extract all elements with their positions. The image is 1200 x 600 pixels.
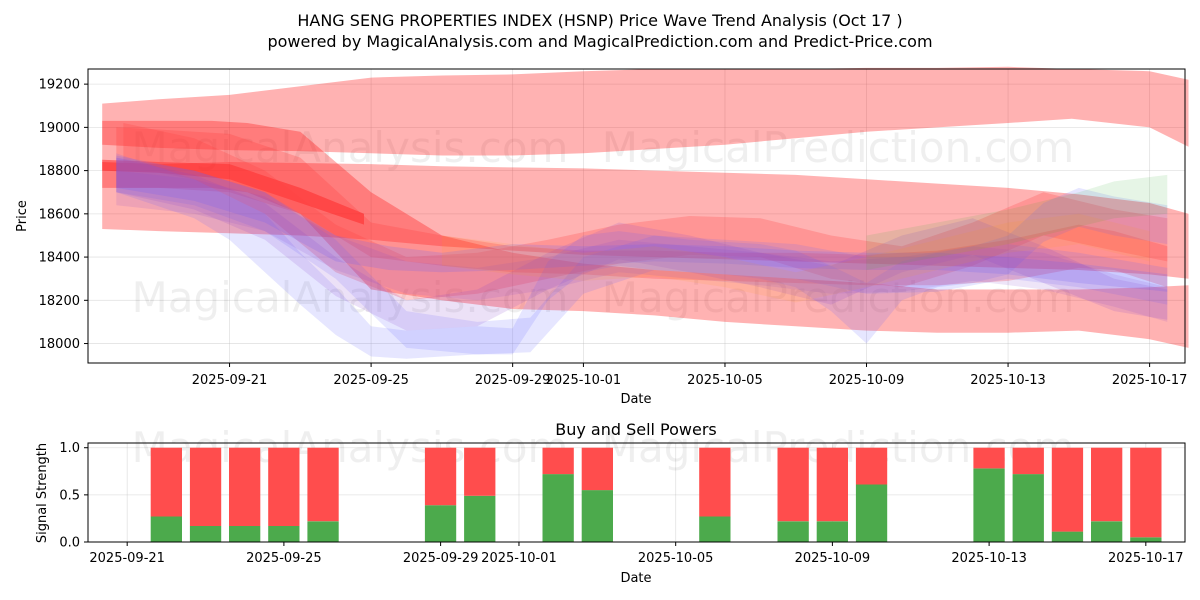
- buy-power-bar: [581, 490, 613, 542]
- y-tick-label: 0.0: [59, 536, 80, 551]
- buy-sell-x-axis: 2025-09-21 2025-09-25 2025-09-29 2025-10-01…: [89, 542, 1184, 566]
- buy-power-bar: [424, 505, 457, 542]
- buy-power-bar: [307, 521, 339, 542]
- y-tick-label: 18600: [39, 207, 80, 222]
- buy-power-bar: [268, 526, 300, 542]
- y-tick-label: 18200: [39, 294, 80, 309]
- y-tick-label: 19200: [39, 78, 80, 93]
- wave-band-2: [102, 162, 1189, 279]
- sell-power-bar: [229, 447, 261, 526]
- wave-band-1: [102, 66, 1189, 156]
- x-tick-label: 2025-09-25: [246, 551, 322, 566]
- buy-power-bar: [189, 526, 222, 542]
- price-x-axis: 2025-09-21 2025-09-25 2025-09-292025-10-01…: [192, 363, 1188, 388]
- buy-sell-title: Buy and Sell Powers: [555, 420, 717, 439]
- buy-power-bar: [229, 526, 261, 542]
- wave-band-11: [116, 170, 1168, 322]
- wave-band-13: [441, 213, 1150, 303]
- x-tick-label: 2025-09-21: [89, 551, 165, 566]
- buy-sell-bars: [150, 447, 1162, 542]
- y-tick-label: 1.0: [59, 441, 80, 456]
- sell-power-bar: [973, 447, 1005, 469]
- x-tick-label: 2025-10-13: [951, 551, 1027, 566]
- watermark-prediction: MagicalPrediction.com: [602, 273, 1075, 322]
- watermark-analysis: MagicalAnalysis.com: [132, 273, 569, 322]
- buy-power-bar: [699, 516, 731, 542]
- x-tick-label: 2025-09-29: [475, 373, 551, 388]
- x-tick-label: 2025-10-01: [481, 551, 557, 566]
- price-x-axis-label: Date: [620, 392, 651, 407]
- x-tick-label: 2025-10-13: [970, 373, 1046, 388]
- sell-power-bar: [1051, 447, 1084, 532]
- watermark-analysis: MagicalAnalysis.com: [132, 123, 569, 172]
- sell-power-bar: [699, 447, 731, 517]
- wave-band-6: [123, 123, 1168, 301]
- price-y-axis: 18000 18200 18400 18600 18800 19000 19200: [39, 78, 88, 352]
- y-tick-label: 18800: [39, 164, 80, 179]
- x-tick-label: 2025-09-25: [333, 373, 409, 388]
- y-tick-label: 18000: [39, 337, 80, 352]
- buy-power-bar: [973, 468, 1005, 542]
- buy-sell-x-axis-label: Date: [620, 571, 651, 586]
- buy-sell-plot-frame: [87, 442, 1186, 543]
- x-tick-label: 2025-10-09: [829, 373, 905, 388]
- wave-band-12: [866, 174, 1168, 270]
- x-tick-label: 2025-10-01: [546, 373, 622, 388]
- sell-power-bar: [268, 447, 300, 526]
- buy-power-bar: [1130, 537, 1162, 542]
- sell-power-bar: [777, 447, 809, 522]
- buy-power-bar: [855, 484, 888, 542]
- price-grid: [88, 69, 1185, 363]
- x-tick-label: 2025-10-05: [687, 373, 763, 388]
- wave-band-9: [116, 155, 1168, 292]
- y-tick-label: 19000: [39, 121, 80, 136]
- sell-power-bar: [150, 447, 182, 517]
- x-tick-label: 2025-10-05: [638, 551, 714, 566]
- wave-band-4: [102, 159, 364, 225]
- sell-power-bar: [1091, 447, 1123, 522]
- buy-sell-y-axis-label: Signal Strength: [35, 443, 50, 543]
- sell-power-bar: [855, 447, 888, 485]
- wave-band-7: [116, 153, 1168, 359]
- wave-band-10: [116, 157, 1168, 331]
- buy-power-bar: [1012, 474, 1044, 542]
- buy-power-bar: [464, 495, 496, 542]
- price-plot-frame: [87, 68, 1186, 364]
- buy-sell-chart: Buy and Sell Powers MagicalAnalysis.com …: [35, 420, 1186, 586]
- wave-band-3: [102, 120, 1189, 348]
- y-tick-label: 0.5: [59, 488, 80, 503]
- buy-power-bar: [1051, 531, 1084, 542]
- wave-band-8: [116, 157, 1168, 355]
- x-tick-label: 2025-10-17: [1108, 551, 1184, 566]
- main-title: HANG SENG PROPERTIES INDEX (HSNP) Price …: [297, 11, 902, 30]
- buy-power-bar: [816, 521, 848, 542]
- sell-power-bar: [464, 447, 496, 496]
- wave-band-5: [116, 127, 1168, 288]
- y-tick-label: 18400: [39, 251, 80, 266]
- sell-power-bar: [189, 447, 222, 526]
- x-tick-label: 2025-10-17: [1112, 373, 1188, 388]
- x-tick-label: 2025-09-29: [403, 551, 479, 566]
- x-tick-label: 2025-09-21: [192, 373, 268, 388]
- price-chart: MagicalAnalysis.com MagicalPrediction.co…: [15, 66, 1189, 407]
- sell-power-bar: [424, 447, 457, 506]
- sell-power-bar: [307, 447, 339, 522]
- price-y-axis-label: Price: [15, 200, 30, 232]
- x-tick-label: 2025-10-09: [795, 551, 871, 566]
- buy-power-bar: [1091, 521, 1123, 542]
- watermark-prediction: MagicalPrediction.com: [602, 123, 1075, 172]
- sell-power-bar: [1130, 447, 1162, 538]
- buy-power-bar: [777, 521, 809, 542]
- main-subtitle: powered by MagicalAnalysis.com and Magic…: [267, 32, 932, 51]
- buy-power-bar: [542, 474, 574, 542]
- price-wave-bands: [102, 66, 1189, 359]
- buy-sell-y-axis: 0.0 0.5 1.0: [59, 441, 88, 551]
- price-watermarks: MagicalAnalysis.com MagicalPrediction.co…: [132, 123, 1075, 322]
- sell-power-bar: [581, 447, 613, 491]
- sell-power-bar: [1012, 447, 1044, 475]
- sell-power-bar: [816, 447, 848, 522]
- sell-power-bar: [542, 447, 574, 475]
- buy-power-bar: [150, 516, 182, 542]
